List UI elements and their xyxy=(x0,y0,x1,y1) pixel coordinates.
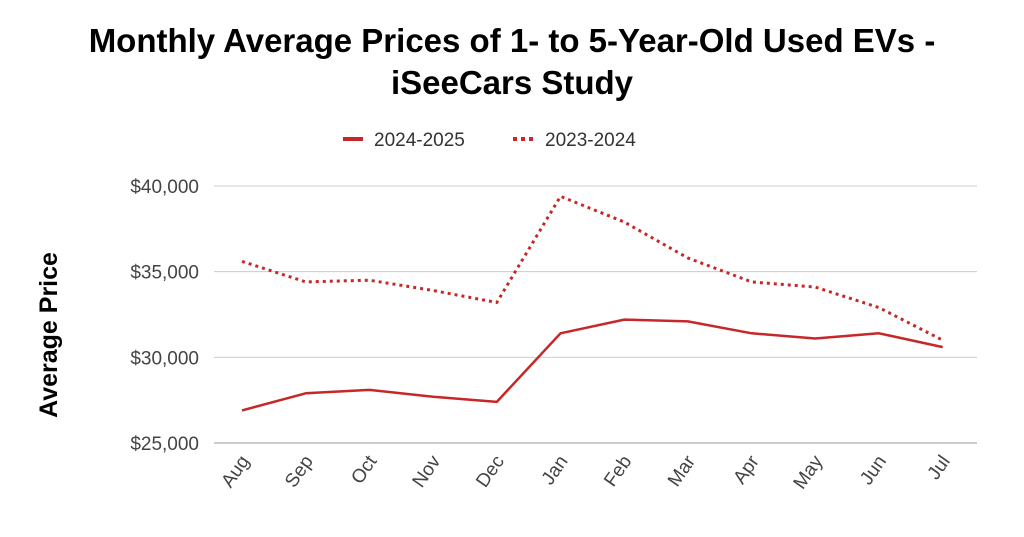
x-tick-label: Jul xyxy=(924,452,955,484)
y-tick-label: $40,000 xyxy=(130,177,199,198)
x-tick-label: Jan xyxy=(538,452,573,489)
x-tick-label: Apr xyxy=(730,451,765,488)
x-tick-label: Mar xyxy=(664,451,700,490)
y-axis-label: Average Price xyxy=(35,252,63,418)
series-line-2024-2025 xyxy=(241,318,943,412)
x-tick-label: Aug xyxy=(217,452,254,492)
y-tick-label: $35,000 xyxy=(130,263,199,284)
chart-title-line-2: iSeeCars Study xyxy=(390,64,634,101)
legend: 2024-2025 2023-2024 xyxy=(343,130,636,151)
chart-title-line-1: Monthly Average Prices of 1- to 5-Year-O… xyxy=(88,22,936,59)
x-tick-label: Jun xyxy=(856,452,891,489)
x-axis-ticks: Aug Sep Oct Nov Dec Jan Feb Mar Apr May Jun Jul xyxy=(217,451,954,493)
series-lines xyxy=(241,194,944,412)
x-tick-label: Nov xyxy=(409,451,446,491)
x-tick-label: May xyxy=(790,451,828,493)
x-tick-label: Sep xyxy=(281,452,318,492)
gridlines xyxy=(214,185,977,444)
x-tick-label: Dec xyxy=(472,452,509,492)
y-tick-label: $30,000 xyxy=(130,348,199,369)
legend-label: 2023-2024 xyxy=(545,130,636,151)
x-tick-label: Oct xyxy=(347,451,382,488)
x-tick-label: Feb xyxy=(600,452,636,491)
y-axis-ticks: $25,000 $30,000 $35,000 $40,000 xyxy=(130,177,199,455)
legend-label: 2024-2025 xyxy=(374,130,465,151)
y-tick-label: $25,000 xyxy=(130,434,199,455)
chart-title: Monthly Average Prices of 1- to 5-Year-O… xyxy=(0,20,1024,104)
series-line-2023-2024 xyxy=(241,194,944,342)
